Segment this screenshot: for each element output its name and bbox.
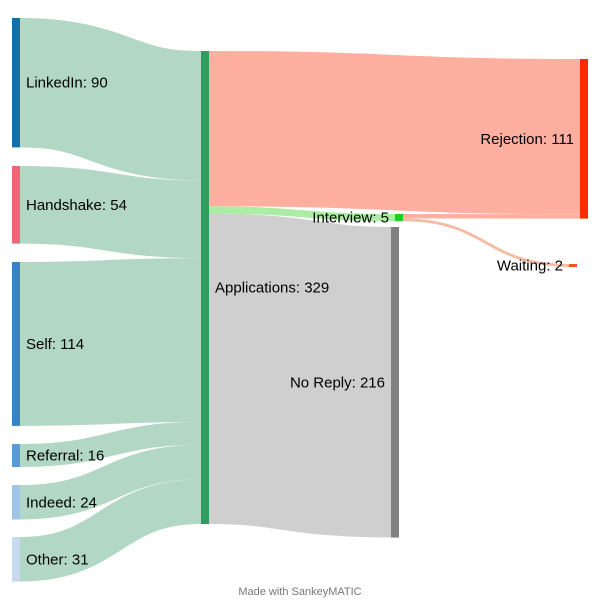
- flow-applications-to-rejection: [208, 50, 581, 215]
- flow-other-to-applications: [19, 479, 202, 582]
- node-linkedin: [12, 18, 20, 148]
- node-label-indeed: Indeed: 24: [26, 494, 97, 511]
- flow-referral-to-applications: [19, 421, 202, 468]
- node-referral: [12, 444, 20, 468]
- node-handshake: [12, 166, 20, 244]
- node-noreply: [391, 227, 399, 538]
- node-label-referral: Referral: 16: [26, 448, 104, 465]
- node-other: [12, 537, 20, 582]
- node-waiting: [569, 264, 577, 267]
- flow-indeed-to-applications: [19, 444, 202, 520]
- flow-applications-to-noreply: [207, 213, 393, 538]
- flow-applications-to-interview: [208, 206, 396, 222]
- node-label-interview: Interview: 5: [312, 210, 389, 227]
- node-indeed: [12, 485, 20, 520]
- flow-interview-to-waiting: [402, 218, 570, 267]
- node-label-noreply: No Reply: 216: [290, 374, 385, 391]
- node-label-handshake: Handshake: 54: [26, 197, 127, 214]
- flow-handshake-to-applications: [19, 166, 202, 259]
- node-label-applications: Applications: 329: [215, 280, 329, 297]
- flow-linkedin-to-applications: [18, 18, 203, 181]
- node-applications: [201, 51, 209, 524]
- node-rejection: [580, 59, 588, 219]
- labels-layer: LinkedIn: 90 Handshake: 54 Self: 114 Referr…: [26, 75, 574, 569]
- node-self: [12, 262, 20, 426]
- flow-self-to-applications: [19, 258, 202, 426]
- node-interview: [395, 214, 403, 222]
- links-layer: [18, 18, 581, 582]
- node-label-linkedin: LinkedIn: 90: [26, 75, 108, 92]
- footer-credit: Made with SankeyMATIC: [238, 586, 361, 598]
- nodes-layer: [12, 18, 588, 582]
- node-label-waiting: Waiting: 2: [497, 258, 563, 275]
- node-label-rejection: Rejection: 111: [480, 131, 574, 148]
- node-label-self: Self: 114: [26, 336, 84, 353]
- node-label-other: Other: 31: [26, 551, 89, 568]
